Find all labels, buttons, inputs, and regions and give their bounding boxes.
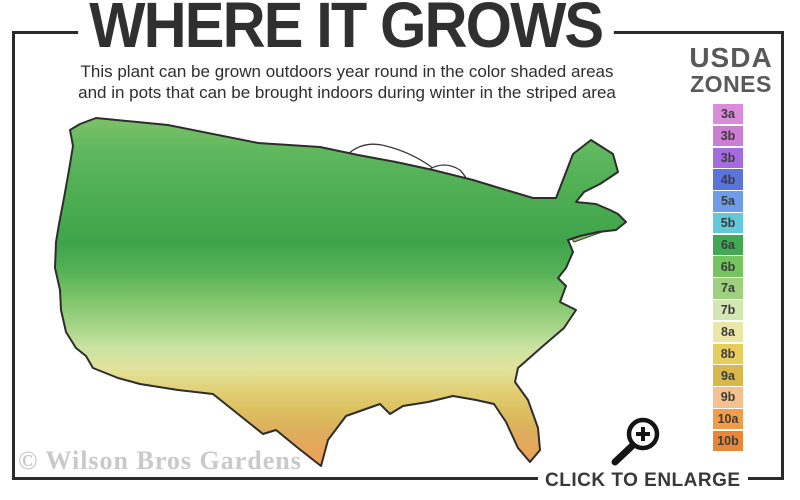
watermark: © Wilson Bros Gardens <box>18 446 302 475</box>
legend-zone-chip: 6a <box>713 234 743 256</box>
legend-title-usda: USDA <box>689 42 773 73</box>
legend-zone-chip: 4b <box>713 169 743 190</box>
legend-zone-chip: 7b <box>713 300 743 321</box>
magnifier-plus-icon[interactable] <box>602 404 672 468</box>
us-outline <box>54 117 627 467</box>
legend-zone-chip: 9b <box>713 387 743 408</box>
legend-zone-chip: 3b <box>713 125 743 147</box>
legend-zone-chip: 3b <box>713 147 743 168</box>
legend-zone-chip: 6b <box>713 256 743 277</box>
legend-zone-chip: 7a <box>713 278 743 299</box>
legend-zone-chip: 8b <box>713 343 743 364</box>
legend-zone-chip: 5a <box>713 191 743 212</box>
legend-zone-chip: 5b <box>713 212 743 234</box>
legend-zone-chip: 10b <box>713 430 743 452</box>
header: WHERE IT GROWS <box>8 0 684 57</box>
legend-zones: 3a 3b 3b 4b 5a 5b 6a 6b 7a 7b 8a 8b 9a 9b 10a 10b <box>713 104 743 453</box>
legend-zone-chip: 8a <box>713 321 743 343</box>
legend-title: USDA ZONES <box>683 42 779 97</box>
subtitle-line-2: and in pots that can be brought indoors … <box>78 83 616 102</box>
click-to-enlarge-button[interactable]: CLICK TO ENLARGE <box>538 470 748 492</box>
legend-title-zones: ZONES <box>690 71 772 97</box>
legend-zone-chip: 10a <box>713 408 743 430</box>
us-zone-map[interactable] <box>28 110 628 478</box>
subtitle: This plant can be grown outdoors year ro… <box>22 61 672 103</box>
legend-zone-chip: 9a <box>713 365 743 386</box>
legend-zone-chip: 3a <box>713 104 743 125</box>
page-title: WHERE IT GROWS <box>78 0 614 57</box>
subtitle-line-1: This plant can be grown outdoors year ro… <box>80 62 614 81</box>
